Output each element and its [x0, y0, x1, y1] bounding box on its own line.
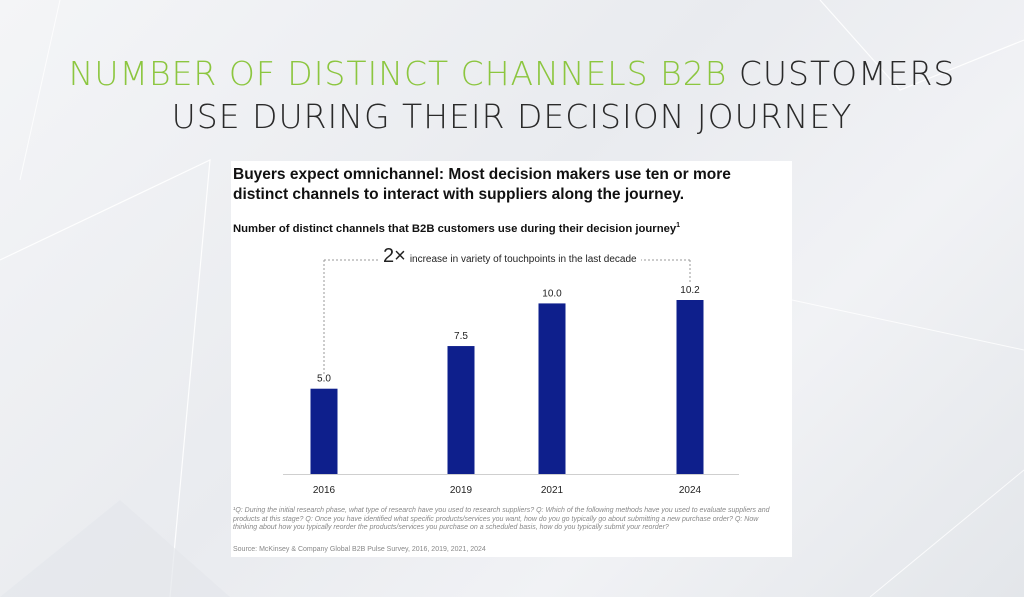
headline-highlight: NUMBER OF DISTINCT CHANNELS B2B: [68, 54, 728, 93]
value-label-2019: 7.5: [454, 331, 468, 342]
chart-title-footnote-marker: 1: [676, 222, 681, 229]
chart-subtitle: Buyers expect omnichannel: Most decision…: [233, 166, 731, 203]
bracket-multiplier: 2×: [383, 245, 406, 267]
chart-title: Number of distinct channels that B2B cus…: [233, 222, 789, 235]
chart-title-text: Number of distinct channels that B2B cus…: [233, 222, 677, 235]
value-label-2024: 10.2: [680, 285, 700, 296]
bar-2016: [310, 388, 338, 474]
tick-label-2024: 2024: [679, 485, 702, 496]
tick-label-2019: 2019: [450, 485, 473, 496]
chart-panel: Buyers expect omnichannel: Most decision…: [231, 161, 792, 557]
bar-2019: [447, 346, 475, 474]
bar-chart: 5.0 2016 7.5 2019 10.0 2021 10.2 2024: [283, 259, 739, 496]
bar-2024: [676, 300, 704, 474]
bracket-annotation-text: increase in variety of touchpoints in th…: [409, 254, 637, 265]
source-note: Source: McKinsey & Company Global B2B Pu…: [233, 546, 486, 553]
bracket-annotation: 2× increase in variety of touchpoints in …: [379, 245, 641, 268]
value-label-2021: 10.0: [542, 288, 562, 299]
headline-line2: USE DURING THEIR DECISION JOURNEY: [171, 97, 853, 136]
headline-rest: CUSTOMERS: [738, 54, 956, 93]
tick-label-2016: 2016: [313, 485, 336, 496]
tick-label-2021: 2021: [541, 485, 564, 496]
page-headline: NUMBER OF DISTINCT CHANNELS B2B CUSTOMER…: [0, 52, 1024, 138]
value-label-2016: 5.0: [317, 374, 331, 385]
footnote: ¹Q: During the initial research phase, w…: [233, 507, 770, 531]
bar-2021: [538, 303, 566, 474]
